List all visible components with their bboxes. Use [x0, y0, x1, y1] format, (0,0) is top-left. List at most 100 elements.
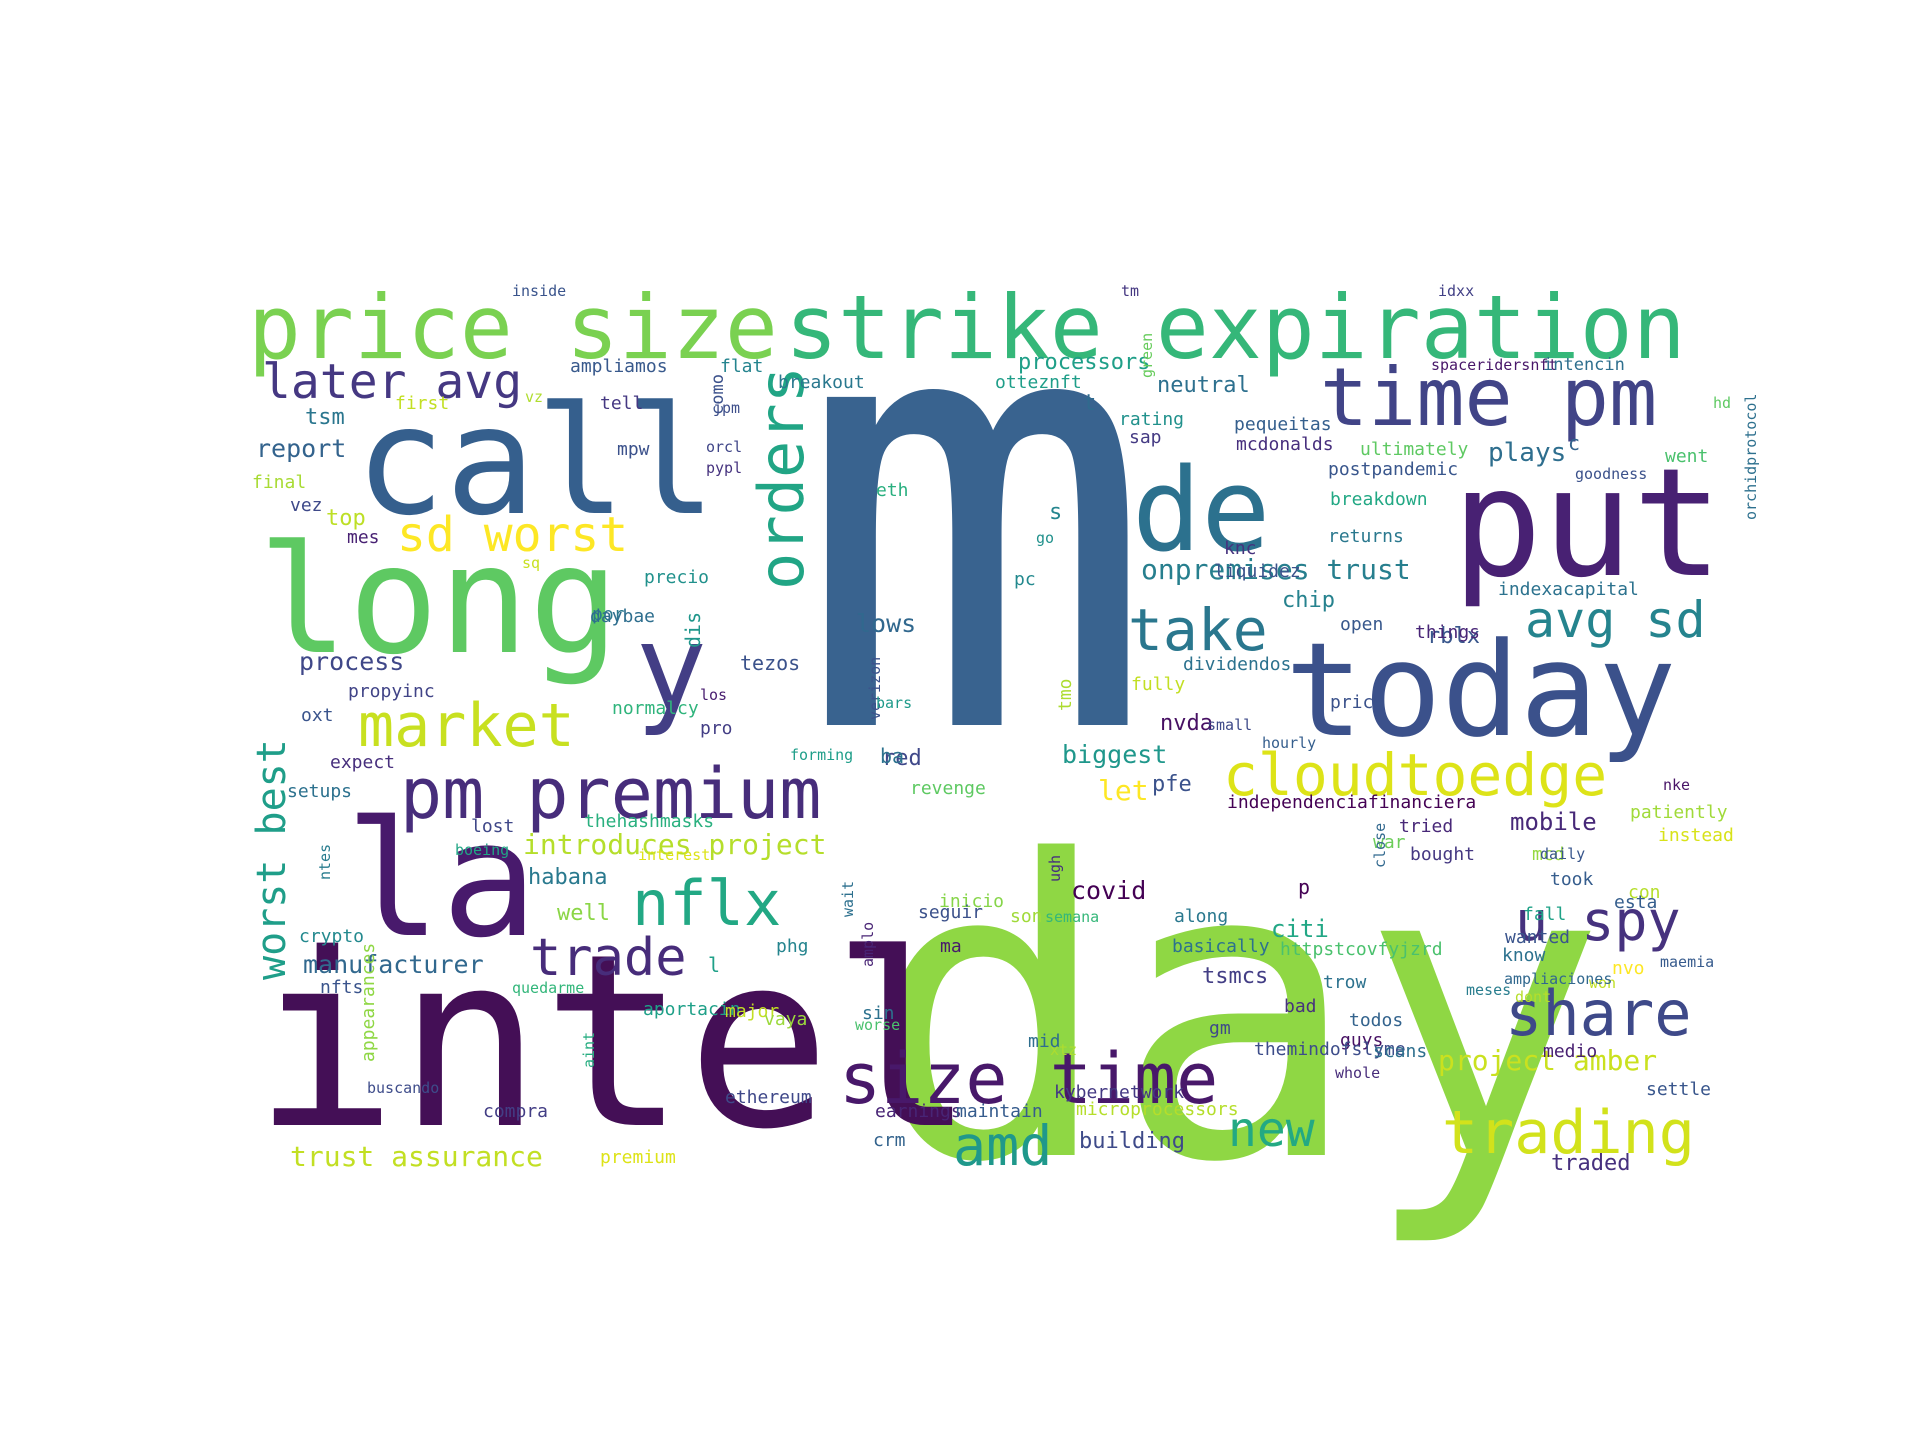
cloud-word: appearances: [358, 943, 379, 1062]
cloud-word: tsm: [305, 405, 345, 430]
cloud-word: de: [1132, 444, 1270, 578]
cloud-word: today: [1285, 614, 1676, 766]
cloud-word: forming: [790, 746, 853, 764]
cloud-word: took: [1550, 869, 1594, 890]
cloud-word: rblx: [1427, 624, 1480, 649]
cloud-word: final: [252, 472, 306, 493]
cloud-word: pypl: [706, 459, 742, 477]
cloud-word: scans: [1373, 1041, 1427, 1062]
cloud-word: gm: [1209, 1018, 1231, 1039]
cloud-word: esta: [1614, 892, 1657, 913]
cloud-word: price size: [248, 276, 778, 379]
cloud-word: avg sd: [1525, 591, 1706, 649]
cloud-word: quedarme: [512, 979, 584, 997]
cloud-word: size time: [839, 1038, 1218, 1120]
cloud-word: report: [256, 434, 346, 463]
cloud-word: whole: [1335, 1064, 1380, 1082]
cloud-word: aportacin: [643, 999, 741, 1020]
cloud-word: buscando: [367, 1079, 439, 1097]
cloud-word: tsmcs: [1202, 964, 1268, 989]
cloud-word: biggest: [1062, 740, 1167, 769]
cloud-word: xtz: [1050, 1041, 1077, 1059]
cloud-word: nvo: [1612, 958, 1645, 979]
cloud-word: long: [258, 514, 619, 688]
cloud-word: son: [1010, 906, 1043, 927]
cloud-word: top: [326, 506, 366, 531]
cloud-word: orders: [745, 366, 818, 590]
cloud-word: green: [1138, 333, 1156, 378]
cloud-word: y: [635, 600, 707, 739]
cloud-word: orcl: [706, 438, 742, 456]
cloud-word: vz: [525, 388, 543, 406]
cloud-word: todos: [1349, 1010, 1403, 1031]
cloud-word: strike expiration: [785, 276, 1686, 379]
cloud-word: things: [1415, 622, 1480, 643]
cloud-word: mcdonalds: [1236, 434, 1334, 455]
cloud-word: t: [1083, 391, 1096, 416]
cloud-word: themindofslyme: [1254, 1039, 1406, 1060]
cloud-word: mpw: [617, 439, 650, 460]
cloud-word: c: [1568, 431, 1580, 455]
cloud-word: lows: [856, 609, 916, 638]
cloud-word: semana: [1045, 908, 1099, 926]
cloud-word: intel: [253, 902, 975, 1182]
cloud-word: indexacapital: [1498, 579, 1639, 600]
cloud-word: meses: [1466, 981, 1511, 999]
cloud-word: go: [1036, 529, 1054, 547]
cloud-word: phg: [776, 936, 809, 957]
cloud-word: went: [1665, 446, 1708, 467]
cloud-word: new: [1228, 1102, 1315, 1158]
cloud-word: dis: [681, 612, 705, 648]
cloud-word: mcd: [1532, 844, 1565, 865]
cloud-word: orchidprotocol: [1742, 394, 1760, 520]
cloud-word: ugh: [1046, 855, 1064, 882]
cloud-word: rating: [1119, 409, 1184, 430]
cloud-word: ultimately: [1360, 439, 1469, 460]
cloud-word: share: [1505, 977, 1692, 1050]
cloud-word: let: [1098, 774, 1149, 807]
cloud-word: patiently: [1630, 802, 1728, 823]
cloud-word: sap: [1129, 427, 1162, 448]
cloud-word: m: [795, 168, 1156, 867]
cloud-word: flat: [720, 356, 763, 377]
cloud-word: tell: [600, 393, 643, 414]
cloud-word: independenciafinanciera: [1227, 792, 1476, 813]
cloud-word: postpandemic: [1328, 459, 1458, 480]
cloud-word: knc: [1224, 538, 1257, 559]
cloud-word: wanted: [1505, 927, 1570, 948]
cloud-word: tm: [1121, 282, 1139, 300]
cloud-word: breakdown: [1330, 489, 1428, 510]
cloud-word: onpremises trust: [1141, 553, 1411, 586]
cloud-word: inside: [512, 282, 566, 300]
cloud-word: l: [708, 953, 720, 977]
cloud-word: tried: [1399, 816, 1453, 837]
cloud-word: pequeitas: [1234, 414, 1332, 435]
cloud-word: goodness: [1575, 465, 1647, 483]
cloud-word: sq: [522, 554, 540, 572]
cloud-word: eth: [876, 480, 909, 501]
cloud-word: basically: [1172, 936, 1270, 957]
cloud-word: pm premium: [400, 753, 821, 835]
cloud-word: bars: [876, 694, 912, 712]
cloud-word: along: [1174, 906, 1228, 927]
cloud-word: settle: [1646, 1079, 1711, 1100]
cloud-word: boeing: [455, 841, 509, 859]
cloud-word: la: [345, 786, 538, 973]
cloud-word: chip: [1282, 588, 1335, 613]
cloud-word: u spy: [1515, 889, 1681, 953]
cloud-word: citi: [1271, 915, 1329, 943]
cloud-word: building: [1079, 1129, 1185, 1154]
cloud-word: daily: [1540, 845, 1585, 863]
cloud-word: crm: [873, 1130, 906, 1151]
cloud-word: day: [866, 774, 1607, 1252]
cloud-word: cloudtoedge: [1223, 741, 1607, 809]
cloud-word: compra: [483, 1101, 548, 1122]
cloud-word: process: [299, 647, 404, 676]
cloud-word: wait: [839, 881, 857, 917]
cloud-word: oxt: [301, 705, 334, 726]
cloud-word: worst best: [249, 739, 295, 980]
cloud-word: mid: [1028, 1031, 1061, 1052]
cloud-word: thehashmasks: [584, 811, 714, 832]
cloud-word: jpm: [713, 399, 740, 417]
